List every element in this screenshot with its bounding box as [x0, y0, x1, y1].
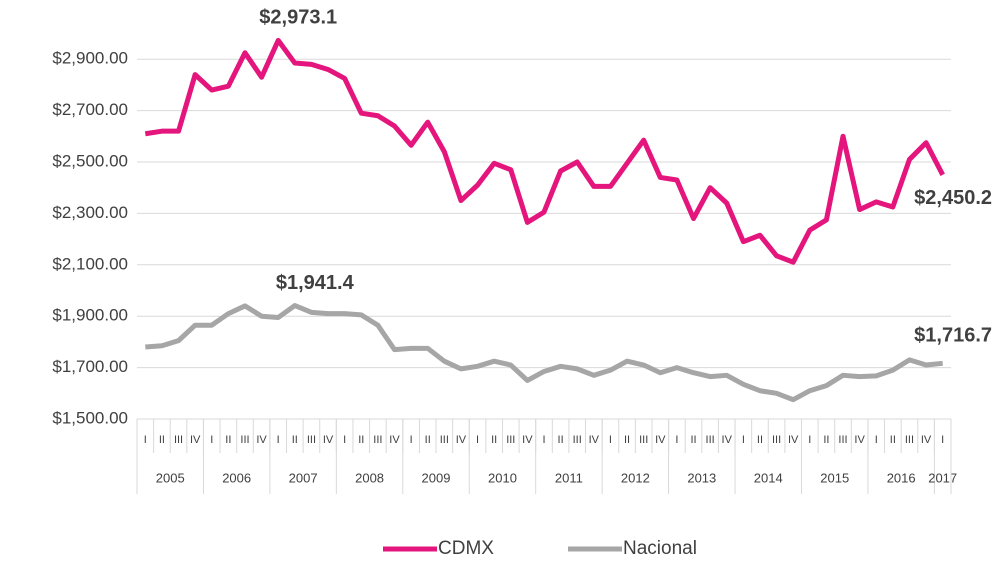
x-tick-label: IV — [190, 434, 201, 446]
x-tick-label: I — [542, 434, 545, 446]
x-tick-label: II — [690, 434, 696, 446]
y-tick-label: $1,900.00 — [52, 306, 128, 325]
x-tick-label: III — [373, 434, 382, 446]
x-group-label: 2016 — [887, 470, 916, 485]
y-tick-label: $1,700.00 — [52, 357, 128, 376]
x-tick-label: IV — [522, 434, 533, 446]
x-tick-label: III — [639, 434, 648, 446]
x-tick-label: II — [358, 434, 364, 446]
y-tick-label: $2,300.00 — [52, 203, 128, 222]
x-tick-label: I — [144, 434, 147, 446]
x-tick-label: III — [573, 434, 582, 446]
x-tick-label: III — [772, 434, 781, 446]
x-tick-label: III — [506, 434, 515, 446]
x-tick-label: IV — [722, 434, 733, 446]
x-tick-label: III — [706, 434, 715, 446]
x-group-label: 2008 — [355, 470, 384, 485]
x-group-label: 2012 — [621, 470, 650, 485]
data-label: $1,941.4 — [276, 272, 355, 294]
x-tick-label: IV — [389, 434, 400, 446]
x-tick-label: I — [210, 434, 213, 446]
x-tick-label: IV — [589, 434, 600, 446]
x-tick-label: II — [425, 434, 431, 446]
x-tick-label: IV — [323, 434, 334, 446]
x-tick-label: IV — [456, 434, 467, 446]
x-tick-label: IV — [256, 434, 267, 446]
x-tick-label: III — [838, 434, 847, 446]
x-tick-label: II — [823, 434, 829, 446]
x-tick-label: II — [757, 434, 763, 446]
x-tick-label: IV — [655, 434, 666, 446]
legend-label: CDMX — [438, 538, 494, 559]
x-tick-label: I — [609, 434, 612, 446]
x-tick-label: I — [875, 434, 878, 446]
x-tick-label: III — [440, 434, 449, 446]
x-tick-label: III — [905, 434, 914, 446]
x-group-label: 2009 — [422, 470, 451, 485]
x-tick-label: I — [742, 434, 745, 446]
x-group-label: 2010 — [488, 470, 517, 485]
x-tick-label: II — [890, 434, 896, 446]
x-tick-label: I — [343, 434, 346, 446]
x-tick-label: II — [624, 434, 630, 446]
x-tick-label: I — [675, 434, 678, 446]
x-group-label: 2013 — [687, 470, 716, 485]
data-label: $1,716.7 — [914, 325, 992, 347]
y-tick-label: $2,100.00 — [52, 254, 128, 273]
x-group-label: 2005 — [156, 470, 185, 485]
x-tick-label: II — [225, 434, 231, 446]
x-tick-label: IV — [854, 434, 865, 446]
x-tick-label: I — [476, 434, 479, 446]
x-group-label: 2006 — [222, 470, 251, 485]
y-tick-label: $2,900.00 — [52, 49, 128, 68]
x-tick-label: I — [410, 434, 413, 446]
x-tick-label: I — [277, 434, 280, 446]
x-tick-label: III — [307, 434, 316, 446]
x-tick-label: I — [941, 434, 944, 446]
x-group-label: 2011 — [555, 470, 583, 485]
series-line — [144, 37, 945, 265]
legend-label: Nacional — [623, 538, 697, 559]
x-group-label: 2007 — [289, 470, 318, 485]
x-tick-label: III — [240, 434, 249, 446]
x-tick-label: II — [159, 434, 165, 446]
data-label: $2,973.1 — [259, 7, 337, 29]
x-tick-label: III — [174, 434, 183, 446]
y-tick-label: $2,500.00 — [52, 151, 128, 170]
series-line — [145, 303, 943, 403]
data-label: $2,450.2 — [914, 187, 992, 209]
x-group-label: 2017 — [928, 470, 957, 485]
x-tick-label: II — [558, 434, 564, 446]
x-tick-label: I — [808, 434, 811, 446]
x-tick-label: IV — [788, 434, 799, 446]
y-tick-label: $1,500.00 — [52, 408, 128, 427]
x-tick-label: II — [491, 434, 497, 446]
x-tick-label: IV — [921, 434, 932, 446]
x-tick-label: II — [292, 434, 298, 446]
x-group-label: 2014 — [754, 470, 783, 485]
y-tick-label: $2,700.00 — [52, 100, 128, 119]
x-group-label: 2015 — [820, 470, 849, 485]
